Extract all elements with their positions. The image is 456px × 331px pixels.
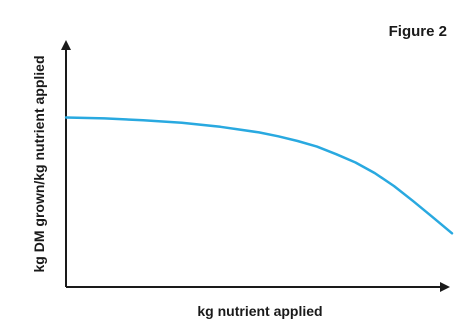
y-axis-label: kg DM grown/kg nutrient applied: [31, 56, 47, 273]
x-axis-label: kg nutrient applied: [197, 303, 322, 319]
plot-area: [64, 116, 454, 235]
series-line-0: [64, 116, 454, 235]
figure-label: Figure 2: [389, 23, 447, 40]
